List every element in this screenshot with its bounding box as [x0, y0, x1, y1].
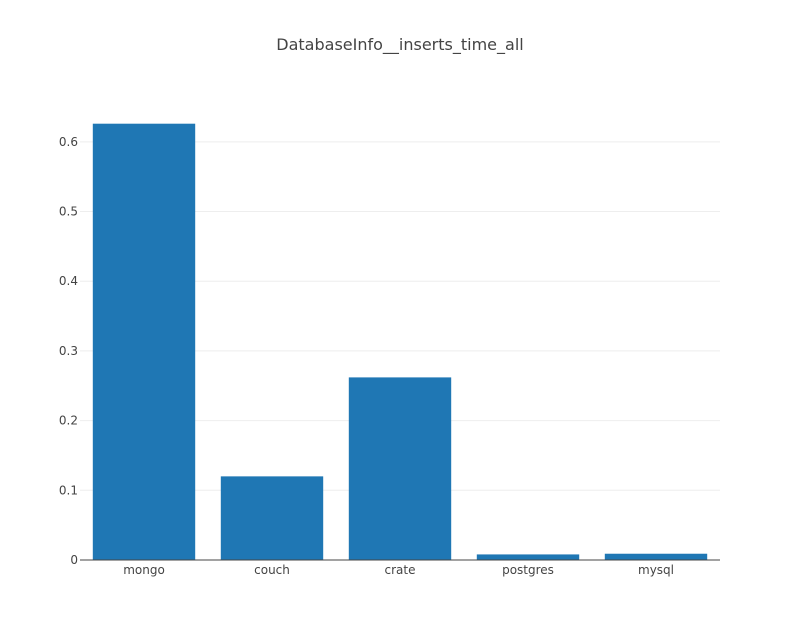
- y-tick-label: 0.5: [59, 205, 78, 219]
- bar-mongo: [92, 123, 196, 561]
- bar-crate: [348, 377, 452, 560]
- y-axis-tick-labels: 0 0.1 0.2 0.3 0.4 0.5 0.6: [59, 135, 78, 567]
- chart-title: DatabaseInfo__inserts_time_all: [276, 35, 523, 55]
- y-tick-label: 0.1: [59, 483, 78, 497]
- bars: [92, 123, 708, 561]
- x-tick-label: crate: [385, 563, 416, 577]
- x-tick-label: couch: [254, 563, 290, 577]
- bar-couch: [220, 476, 324, 560]
- x-tick-label: mongo: [123, 563, 165, 577]
- y-tick-label: 0.2: [59, 414, 78, 428]
- y-tick-label: 0.6: [59, 135, 78, 149]
- bar-postgres: [476, 554, 580, 560]
- y-tick-label: 0.3: [59, 344, 78, 358]
- y-tick-label: 0: [70, 553, 78, 567]
- x-tick-label: postgres: [502, 563, 554, 577]
- x-tick-label: mysql: [638, 563, 674, 577]
- x-axis-tick-labels: mongo couch crate postgres mysql: [123, 563, 674, 577]
- bar-mysql: [604, 553, 708, 560]
- y-tick-label: 0.4: [59, 274, 78, 288]
